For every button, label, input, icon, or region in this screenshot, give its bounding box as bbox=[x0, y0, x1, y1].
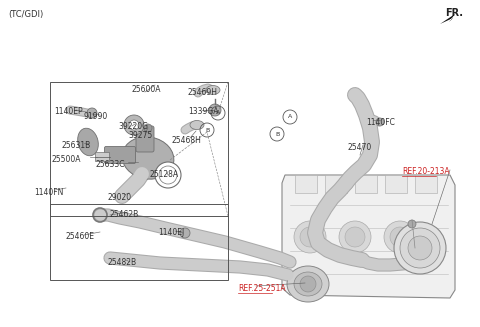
Bar bbox=[385, 175, 407, 193]
Bar bbox=[50, 82, 228, 216]
Circle shape bbox=[124, 115, 144, 135]
Text: 91990: 91990 bbox=[84, 112, 108, 121]
Circle shape bbox=[400, 228, 440, 268]
Circle shape bbox=[408, 236, 432, 260]
Text: B: B bbox=[205, 128, 209, 132]
Text: 25600A: 25600A bbox=[132, 85, 161, 94]
Circle shape bbox=[339, 221, 371, 253]
Ellipse shape bbox=[190, 121, 204, 129]
Circle shape bbox=[209, 104, 221, 116]
Circle shape bbox=[180, 228, 190, 238]
Text: A: A bbox=[216, 111, 220, 115]
FancyBboxPatch shape bbox=[136, 126, 154, 152]
Text: 1140FC: 1140FC bbox=[366, 118, 395, 127]
Text: 25462B: 25462B bbox=[109, 210, 138, 219]
Text: 25500A: 25500A bbox=[52, 155, 82, 164]
Text: 39275: 39275 bbox=[128, 131, 152, 140]
Text: A: A bbox=[288, 114, 292, 119]
Circle shape bbox=[394, 222, 446, 274]
Bar bbox=[295, 175, 317, 193]
Circle shape bbox=[159, 166, 177, 184]
Polygon shape bbox=[440, 14, 455, 24]
Circle shape bbox=[129, 120, 139, 130]
Circle shape bbox=[345, 227, 365, 247]
Polygon shape bbox=[282, 175, 455, 298]
Ellipse shape bbox=[294, 272, 322, 296]
Ellipse shape bbox=[78, 128, 98, 156]
Bar bbox=[95, 152, 109, 161]
Text: FR.: FR. bbox=[445, 8, 463, 18]
Text: 1339GA: 1339GA bbox=[188, 107, 218, 116]
Ellipse shape bbox=[122, 137, 174, 179]
Text: 25469H: 25469H bbox=[188, 88, 218, 97]
Text: 1140EP: 1140EP bbox=[54, 107, 83, 116]
Circle shape bbox=[384, 221, 416, 253]
Bar bbox=[50, 204, 228, 280]
Text: 25468H: 25468H bbox=[172, 136, 202, 145]
Ellipse shape bbox=[206, 85, 220, 95]
Text: (TC/GDI): (TC/GDI) bbox=[8, 10, 43, 19]
Circle shape bbox=[144, 124, 152, 132]
Text: 25460E: 25460E bbox=[65, 232, 94, 241]
Text: 25128A: 25128A bbox=[150, 170, 179, 179]
Bar bbox=[355, 175, 377, 193]
Text: 39220G: 39220G bbox=[118, 122, 148, 131]
Bar bbox=[325, 175, 347, 193]
Circle shape bbox=[300, 227, 320, 247]
Circle shape bbox=[294, 221, 326, 253]
Ellipse shape bbox=[287, 266, 329, 302]
Text: 29020: 29020 bbox=[108, 193, 132, 202]
Circle shape bbox=[87, 108, 97, 118]
Text: 25470: 25470 bbox=[348, 143, 372, 152]
Text: REF.25-251A: REF.25-251A bbox=[238, 284, 286, 293]
Circle shape bbox=[300, 276, 316, 292]
Circle shape bbox=[155, 162, 181, 188]
Bar bbox=[415, 175, 437, 193]
Text: B: B bbox=[275, 131, 279, 136]
Text: 25482B: 25482B bbox=[107, 258, 136, 267]
FancyBboxPatch shape bbox=[105, 146, 135, 164]
Circle shape bbox=[408, 220, 416, 228]
Text: 25633C: 25633C bbox=[96, 160, 125, 169]
Circle shape bbox=[376, 118, 384, 126]
Text: 1140FN: 1140FN bbox=[34, 188, 63, 197]
Circle shape bbox=[390, 227, 410, 247]
Text: REF.20-213A: REF.20-213A bbox=[402, 167, 450, 176]
Text: 25631B: 25631B bbox=[62, 141, 91, 150]
Text: 1140EJ: 1140EJ bbox=[158, 228, 184, 237]
